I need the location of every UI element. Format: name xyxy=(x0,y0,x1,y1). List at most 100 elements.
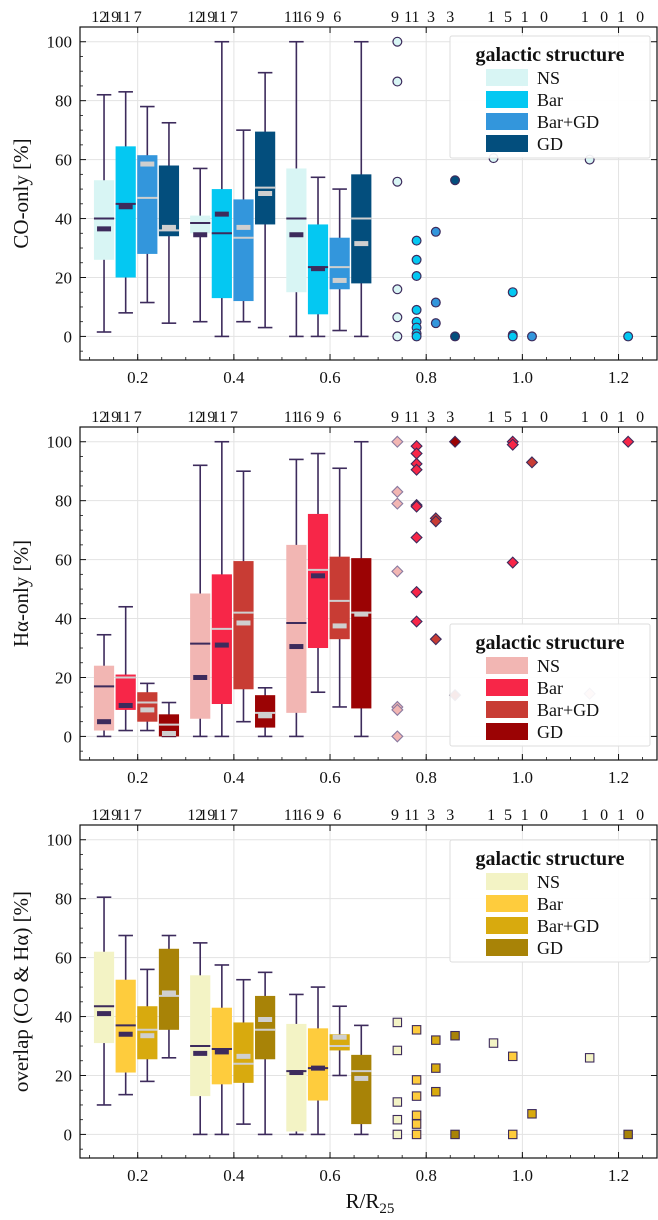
count-label: 0 xyxy=(540,9,548,26)
box-ns xyxy=(93,951,115,1044)
outlier-point xyxy=(623,331,634,342)
outlier-point xyxy=(410,447,423,460)
outlier-point xyxy=(411,331,422,342)
count-label: 12 xyxy=(187,9,203,26)
mean-marker xyxy=(97,1011,112,1017)
mean-marker xyxy=(311,266,326,272)
legend-swatch-bar xyxy=(486,679,528,696)
x-tick-label: 1.2 xyxy=(608,1166,629,1185)
y-tick-label: 100 xyxy=(47,831,73,850)
count-label: 1 xyxy=(521,807,529,824)
count-label: 16 xyxy=(296,409,312,426)
count-label: 11 xyxy=(404,9,419,26)
count-label: 9 xyxy=(316,807,324,824)
count-label: 3 xyxy=(427,409,435,426)
count-label: 11 xyxy=(284,409,299,426)
count-label: 0 xyxy=(600,409,608,426)
outlier-point xyxy=(392,36,403,47)
legend-swatch-bar xyxy=(486,91,528,108)
outlier-point xyxy=(506,556,519,569)
box-bar xyxy=(211,1007,232,1085)
outlier-point xyxy=(392,1129,403,1140)
legend-title: galactic structure xyxy=(475,632,624,654)
count-label: 3 xyxy=(446,409,454,426)
outlier-point xyxy=(391,435,404,448)
box-gd xyxy=(158,948,180,1030)
outlier-point xyxy=(411,304,422,315)
outlier-point xyxy=(488,1038,499,1048)
count-label: 1 xyxy=(487,409,495,426)
y-tick-label: 20 xyxy=(55,668,72,687)
count-label: 1 xyxy=(521,409,529,426)
outlier-point xyxy=(507,287,518,298)
count-label: 0 xyxy=(636,409,644,426)
y-tick-label: 40 xyxy=(55,210,72,229)
box-ns xyxy=(190,975,211,1097)
count-label: 1 xyxy=(581,807,589,824)
outlier-point xyxy=(430,318,441,329)
legend-swatch-bar-gd xyxy=(486,113,528,130)
legend-label: GD xyxy=(537,722,563,742)
outlier-point xyxy=(411,1091,422,1101)
y-tick-label: 40 xyxy=(55,1008,72,1027)
mean-marker xyxy=(354,611,369,617)
y-tick-label: 20 xyxy=(55,1066,72,1085)
box-ns xyxy=(286,1023,307,1132)
mean-marker xyxy=(311,1065,326,1071)
legend-swatch-gd xyxy=(486,939,528,956)
count-label: 11 xyxy=(116,409,131,426)
count-label: 11 xyxy=(116,9,131,26)
count-label: 3 xyxy=(427,807,435,824)
box-ns xyxy=(93,180,115,260)
outlier-point xyxy=(507,331,518,342)
x-tick-label: 0.2 xyxy=(127,768,148,787)
box-bar-gd xyxy=(137,692,158,722)
count-label: 12 xyxy=(91,807,107,824)
mean-marker xyxy=(236,224,251,230)
legend-title: galactic structure xyxy=(475,848,624,870)
count-label: 0 xyxy=(636,9,644,26)
x-tick-label: 1.0 xyxy=(512,768,533,787)
box-gd xyxy=(255,995,276,1060)
mean-marker xyxy=(193,674,208,680)
outlier-point xyxy=(448,435,462,448)
legend-label: Bar+GD xyxy=(537,700,599,720)
y-tick-label: 0 xyxy=(64,1125,73,1144)
y-axis-title: overlap (CO & Hα) [%] xyxy=(9,891,33,1092)
count-label: 1 xyxy=(581,409,589,426)
count-label: 11 xyxy=(404,807,419,824)
outlier-point xyxy=(525,456,539,469)
outlier-point xyxy=(431,1063,441,1073)
count-label: 11 xyxy=(212,807,227,824)
x-tick-label: 0.8 xyxy=(416,1166,437,1185)
mean-marker xyxy=(258,191,273,196)
outlier-point xyxy=(411,1129,422,1140)
outlier-point xyxy=(411,1025,422,1035)
count-label: 1 xyxy=(487,807,495,824)
outlier-point xyxy=(429,515,442,528)
count-label: 1 xyxy=(617,807,625,824)
x-tick-label: 0.4 xyxy=(223,368,245,387)
count-label: 0 xyxy=(600,807,608,824)
mean-marker xyxy=(97,719,112,725)
mean-marker xyxy=(354,1075,369,1081)
count-label: 19 xyxy=(199,807,215,824)
legend-swatch-bar-gd xyxy=(486,917,528,934)
count-label: 7 xyxy=(230,409,238,426)
box-bar-gd xyxy=(233,199,254,302)
outlier-point xyxy=(584,1053,595,1063)
mean-marker xyxy=(258,1016,273,1022)
box-bar xyxy=(115,674,136,710)
box-bar-gd xyxy=(137,1006,158,1060)
mean-marker xyxy=(236,620,251,626)
mean-marker xyxy=(118,204,133,210)
box-gd xyxy=(255,695,276,728)
outlier-point xyxy=(507,1051,518,1062)
y-tick-label: 0 xyxy=(64,727,73,746)
count-label: 1 xyxy=(617,9,625,26)
mean-marker xyxy=(236,1053,251,1059)
x-tick-label: 0.8 xyxy=(416,368,437,387)
legend-swatch-gd xyxy=(486,135,528,152)
